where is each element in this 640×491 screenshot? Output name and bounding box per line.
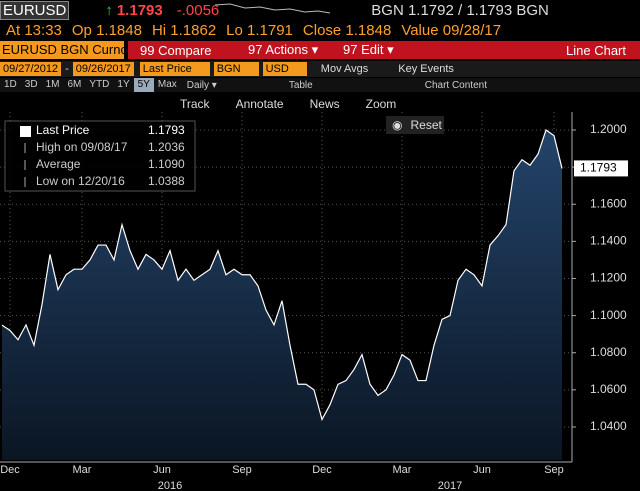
period[interactable]: 1D (4, 79, 17, 90)
x-tick-label: Mar (393, 464, 412, 476)
tool-bar: Track Annotate News Zoom (0, 95, 640, 112)
x-tick-label: Sep (544, 464, 564, 476)
bid-ask: BGN 1.1792 / 1.1793 BGN (371, 1, 549, 19)
y-tick-label: 1.1400 (590, 234, 627, 248)
menu-bar: EURUSD BGN Curncy Line Chart 99 Compare 9… (0, 41, 640, 59)
menu-item[interactable]: 97 Edit ▾ (343, 42, 394, 57)
price-tag-label: 1.1793 (580, 161, 617, 175)
x-tick-label: Dec (312, 464, 332, 476)
legend-label: High on 09/08/17 (36, 140, 128, 154)
security[interactable]: EURUSD BGN Curncy (0, 41, 134, 59)
period-bar: 1D 3D 1M 6M YTD 1Y 5Y Max Daily ▾ Table Chart Cont… (0, 78, 640, 92)
x-tick-label: Jun (473, 464, 491, 476)
x-tick-label: Sep (232, 464, 252, 476)
menu: Line Chart 99 Compare 97 Actions ▾ 97 Edit… (128, 41, 640, 59)
legend-swatch (20, 126, 31, 137)
reset[interactable]: Reset (410, 118, 442, 132)
area (2, 130, 562, 460)
header: EURUSD ↑ 1.1793 -.0056 BGN 1.1792 / 1.17… (0, 0, 640, 20)
legend-value: 1.0388 (148, 174, 185, 188)
x-tick-label: Jun (153, 464, 171, 476)
arrow: ↑ (105, 1, 113, 19)
y-tick-label: 1.0600 (590, 382, 627, 396)
legend-value: 1.1090 (148, 157, 185, 171)
period[interactable]: 1Y (117, 79, 130, 90)
menu-item[interactable]: 99 Compare (140, 42, 212, 58)
quote-item: Value 09/28/17 (401, 21, 502, 39)
change: -.0056 (176, 1, 220, 19)
price-tag (574, 160, 628, 177)
x-tick-label: Mar (73, 464, 92, 476)
period[interactable]: 6M (67, 79, 82, 90)
period[interactable]: 1M (45, 79, 60, 90)
quote-item: Lo 1.1791 (226, 21, 293, 39)
end-date[interactable]: 09/26/2017 (72, 62, 134, 76)
quote-line: At 13:33 Op 1.1848 Hi 1.1862 Lo 1.1791 Close… (0, 20, 640, 40)
start-date[interactable]: 09/27/2012 (0, 62, 62, 76)
source[interactable]: BGN (213, 62, 259, 76)
reset-menu[interactable]: ◉ Reset (386, 116, 444, 134)
tool[interactable]: News (309, 96, 340, 111)
table[interactable]: Table (288, 79, 313, 91)
y-tick-label: 1.0800 (590, 345, 627, 359)
legend-label: Average (36, 157, 81, 171)
legend-value: 1.2036 (148, 140, 185, 154)
quote-item: Op 1.1848 (71, 21, 142, 39)
period[interactable]: YTD (89, 79, 110, 90)
year-label: 2016 (158, 480, 182, 491)
field[interactable]: Last Price (139, 62, 210, 76)
currency[interactable]: USD (262, 62, 307, 76)
legend-value: 1.1793 (148, 123, 185, 137)
x-tick-label: Dec (0, 464, 20, 476)
year-label: 2017 (438, 480, 462, 491)
y-tick-label: 1.1200 (590, 271, 627, 285)
chart-content[interactable]: Chart Content (424, 79, 487, 91)
ticker: EURUSD (0, 0, 70, 20)
last-price: 1.1793 (116, 1, 163, 19)
y-tick-label: 1.1600 (590, 196, 627, 210)
setting-item[interactable]: Mov Avgs (320, 63, 369, 75)
tool[interactable]: Annotate (235, 96, 284, 111)
setting-item[interactable]: Key Events (398, 63, 454, 75)
tool[interactable]: Zoom (365, 96, 397, 111)
settings-bar: 09/27/2012-09/26/2017 Last Price BGN USD Mov… (0, 61, 640, 77)
y-tick-label: 1.2000 (590, 122, 627, 136)
menu-item[interactable]: 97 Actions ▾ (248, 42, 319, 57)
quote-item: Hi 1.1862 (151, 21, 217, 39)
period[interactable]: Max (157, 79, 177, 90)
y-tick-label: 1.1000 (590, 308, 627, 322)
sparkline (214, 3, 331, 14)
period[interactable]: 3D (24, 79, 38, 90)
period[interactable]: 5Y (133, 78, 154, 92)
frequency[interactable]: Daily ▾ (186, 79, 217, 91)
quote-item: At 13:33 (6, 21, 62, 39)
legend-label: Last Price (36, 123, 90, 137)
dash: - (65, 63, 69, 75)
legend-box (4, 120, 196, 192)
y-tick-label: 1.0400 (590, 419, 627, 433)
legend-label: Low on 12/20/16 (36, 174, 125, 188)
tool[interactable]: Track (180, 96, 210, 111)
chart-type[interactable]: Line Chart (566, 42, 626, 58)
line (1, 129, 563, 422)
quote-item: Close 1.1848 (302, 21, 392, 39)
